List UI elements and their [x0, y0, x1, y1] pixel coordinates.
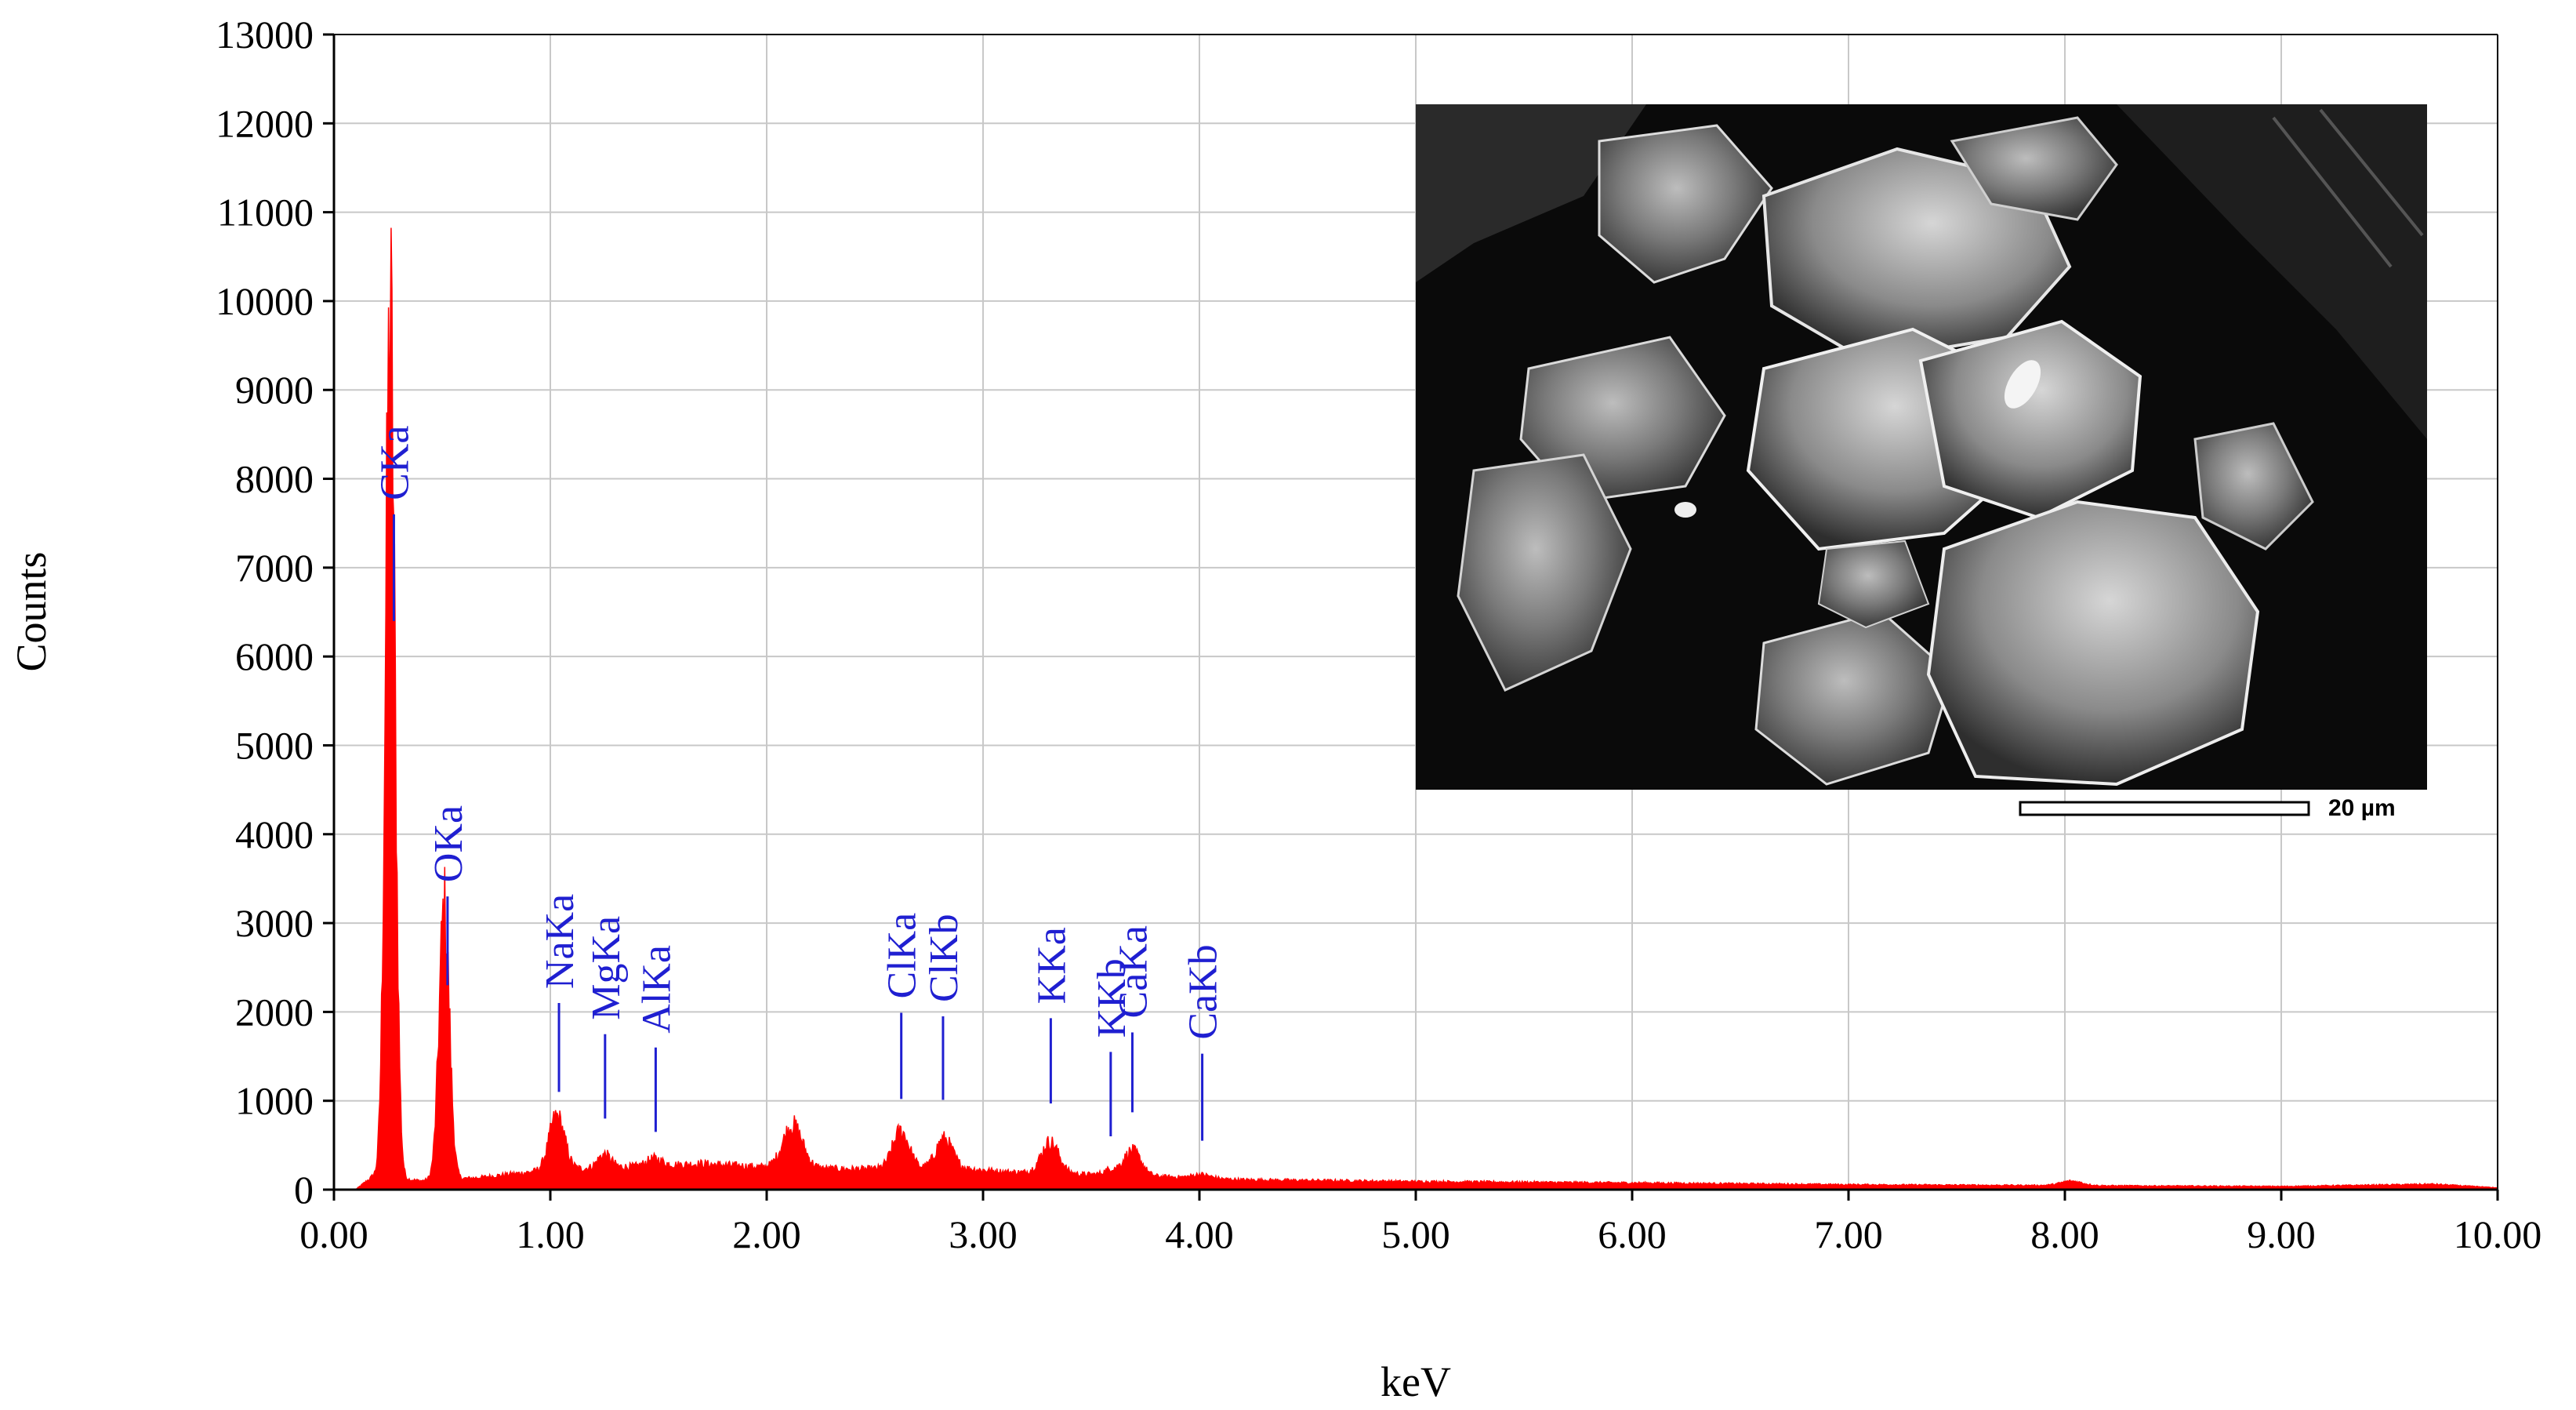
y-tick-label: 4000 [235, 812, 314, 856]
peak-label: CaKa [1111, 925, 1156, 1018]
peak-label: MgKa [584, 916, 629, 1020]
peak-label: CaKb [1181, 944, 1226, 1039]
x-tick-label: 7.00 [1814, 1212, 1883, 1256]
y-tick-label: 10000 [216, 279, 314, 323]
peak-label: ClKa [880, 913, 925, 999]
peak-label: ClKb [922, 914, 967, 1002]
y-tick-label: 9000 [235, 368, 314, 412]
peak-label: OKa [426, 805, 471, 882]
x-tick-label: 0.00 [299, 1212, 368, 1256]
y-tick-label: 13000 [216, 13, 314, 56]
y-axis-title: Counts [8, 551, 55, 671]
x-tick-label: 2.00 [732, 1212, 801, 1256]
sem-micrograph-inset: 20 µm [1416, 104, 2427, 821]
y-tick-label: 0 [294, 1168, 314, 1212]
x-tick-label: 8.00 [2030, 1212, 2099, 1256]
y-tick-label: 5000 [235, 723, 314, 767]
x-tick-label: 6.00 [1598, 1212, 1667, 1256]
scale-bar-label: 20 µm [2328, 795, 2396, 821]
peak-label: NaKa [538, 894, 582, 989]
y-tick-label: 7000 [235, 546, 314, 590]
y-tick-label: 8000 [235, 457, 314, 501]
x-tick-label: 5.00 [1381, 1212, 1450, 1256]
x-tick-label: 1.00 [516, 1212, 585, 1256]
y-tick-label: 6000 [235, 634, 314, 678]
peak-label: KKb [1090, 958, 1134, 1038]
x-tick-label: 10.00 [2454, 1212, 2542, 1256]
y-tick-label: 1000 [235, 1079, 314, 1123]
x-tick-labels: 0.00 1.00 2.00 3.00 4.00 5.00 6.00 7.00 8.00 9.00… [299, 1212, 2542, 1256]
peak-label: AlKa [634, 945, 679, 1034]
y-tick-label: 12000 [216, 101, 314, 145]
x-tick-label: 3.00 [949, 1212, 1018, 1256]
peak-label: KKa [1029, 927, 1074, 1004]
y-tick-label: 11000 [217, 191, 314, 234]
peak-label: CKa [372, 426, 417, 500]
x-tick-label: 9.00 [2247, 1212, 2316, 1256]
x-tick-label: 4.00 [1165, 1212, 1234, 1256]
y-tick-label: 2000 [235, 990, 314, 1034]
axes [323, 33, 2499, 1201]
y-tick-labels: 0 1000 2000 3000 4000 5000 6000 7000 8000 9000 100… [216, 13, 314, 1212]
spectrum-series [354, 227, 2498, 1190]
y-tick-label: 3000 [235, 901, 314, 945]
x-axis-title: keV [1381, 1358, 1451, 1405]
